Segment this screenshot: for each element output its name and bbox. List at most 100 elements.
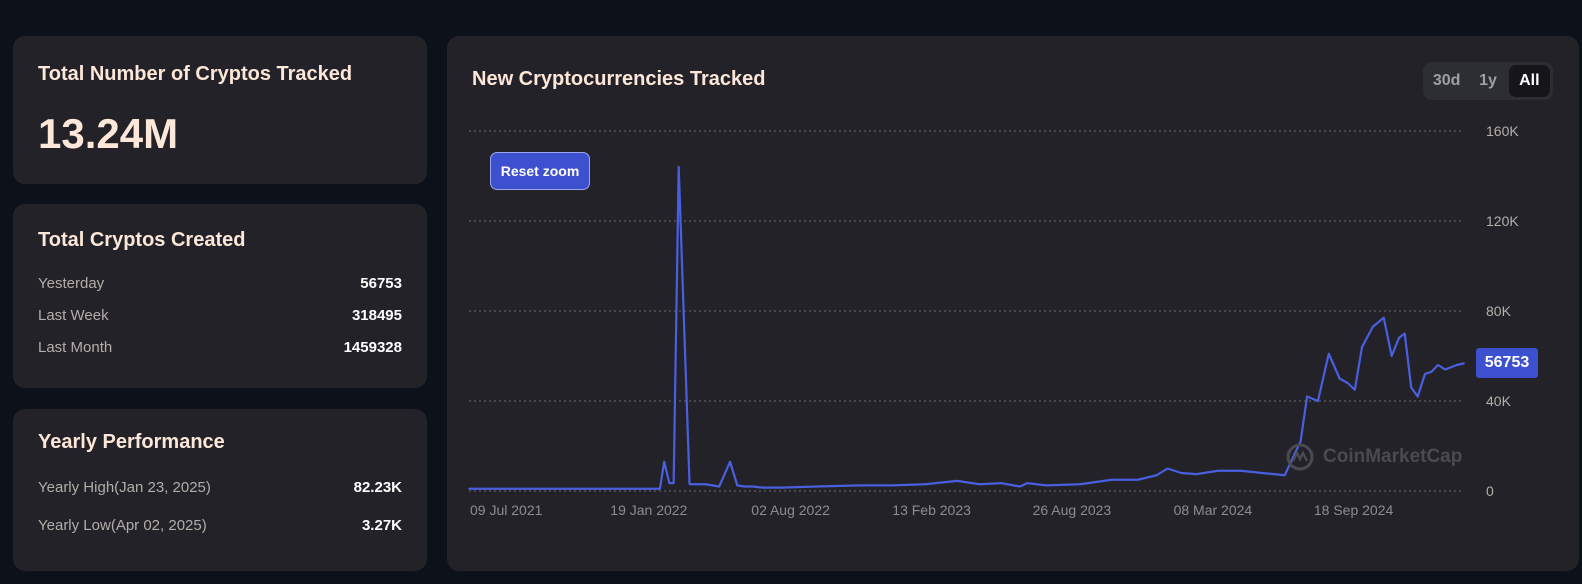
data-point [1195,473,1198,475]
data-point [1111,478,1113,481]
range-all-button[interactable]: All [1508,65,1550,97]
data-point [1026,482,1029,484]
data-point [507,487,509,490]
data-point [781,486,783,489]
data-point [1416,395,1419,398]
y-tick-label: 120K [1486,213,1519,229]
data-point [659,487,661,490]
data-point [1424,373,1426,375]
data-point [644,487,647,490]
data-point [1398,337,1400,339]
data-point [1372,325,1374,328]
x-tick-label: 13 Feb 2023 [892,502,971,518]
row-value: 318495 [351,307,402,324]
row-label: Last Week [38,307,109,324]
row-label: Yesterday [38,275,105,292]
data-point [704,483,707,486]
total-cryptos-value: 13.24M [38,110,179,157]
range-selector: 30d 1y All [1423,62,1553,100]
total-cryptos-card: Total Number of Cryptos Tracked 13.24M [13,36,427,184]
yearly-low-row: Yearly Low(Apr 02, 2025) 3.27K [38,517,402,534]
data-point [762,486,765,489]
data-point [718,485,720,488]
data-point [1437,364,1439,366]
data-point [1299,440,1302,443]
data-point [628,487,630,490]
yearly-performance-card: Yearly Performance Yearly High(Jan 23, 2… [13,409,427,571]
data-point [688,483,691,486]
row-value: 1459328 [343,339,402,356]
new-cryptos-chart-card: New Cryptocurrencies Tracked 30d 1y All … [447,36,1579,571]
y-tick-label: 0 [1486,483,1494,499]
created-row-last-month: Last Month 1459328 [38,339,402,356]
row-label: Yearly High(Jan 23, 2025) [38,479,211,496]
data-point [978,483,981,486]
x-tick-label: 19 Jan 2022 [610,502,687,518]
data-point [1000,482,1003,484]
data-point [1166,467,1169,470]
chart-title: New Cryptocurrencies Tracked [472,68,766,90]
data-point [890,484,893,487]
data-point [751,485,754,488]
created-row-last-week: Last Week 318495 [38,307,402,324]
data-point [1327,352,1330,355]
row-label: Yearly Low(Apr 02, 2025) [38,517,207,534]
data-point [677,166,680,168]
data-point [1180,472,1183,474]
data-point [651,487,654,490]
last-value-badge: 56753 [1476,348,1538,378]
data-point [859,484,862,487]
yearly-high-row: Yearly High(Jan 23, 2025) 82.23K [38,479,402,496]
coinmarketcap-logo-icon [1286,443,1314,471]
data-point [1019,485,1021,488]
range-30d-button[interactable]: 30d [1432,72,1461,89]
line-chart[interactable]: 0 40K 80K 120K 160K 09 Jul 2021 19 Jan 2022 02 … [447,36,1579,571]
x-tick-label: 26 Aug 2023 [1033,502,1112,518]
yearly-performance-title: Yearly Performance [38,431,225,453]
row-label: Last Month [38,339,113,356]
data-point [1410,386,1413,389]
y-tick-label: 80K [1486,303,1512,319]
x-tick-label: 09 Jul 2021 [470,502,543,518]
data-point [595,487,598,490]
total-created-card: Total Cryptos Created Yesterday 56753 La… [13,204,427,388]
data-point [663,460,666,463]
data-point [1155,474,1158,477]
row-value: 82.23K [353,479,402,496]
x-tick-label: 02 Aug 2022 [751,502,830,518]
data-point [743,485,746,488]
x-tick-label: 18 Sep 2024 [1314,502,1394,518]
data-point [1283,474,1286,477]
y-tick-label: 40K [1486,393,1512,409]
data-point [468,487,470,490]
data-point [1390,355,1393,357]
data-point [1338,377,1341,380]
data-point [1079,483,1081,486]
data-point [924,483,927,486]
data-point [1306,395,1308,398]
data-point [956,480,958,482]
data-point [729,460,731,463]
row-value: 3.27K [361,517,402,534]
data-point [1463,362,1465,365]
data-point [1261,472,1264,474]
range-1y-button[interactable]: 1y [1479,72,1497,89]
data-point [551,487,553,490]
x-tick-label: 08 Mar 2024 [1174,502,1253,518]
data-point [1455,364,1458,366]
data-point [668,482,671,484]
y-tick-label: 160K [1486,123,1519,139]
total-created-title: Total Cryptos Created [38,229,246,251]
data-point [1346,382,1349,384]
data-point [1239,469,1242,472]
row-value: 56753 [360,275,402,292]
data-point [1382,316,1385,319]
series-line [469,165,1465,490]
data-point [1361,346,1363,348]
data-point [736,484,739,487]
data-point [1430,370,1433,373]
watermark: CoinMarketCap [1285,442,1462,472]
reset-zoom-button[interactable]: Reset zoom [490,152,590,190]
data-point [1354,388,1356,391]
data-point [1317,400,1319,402]
